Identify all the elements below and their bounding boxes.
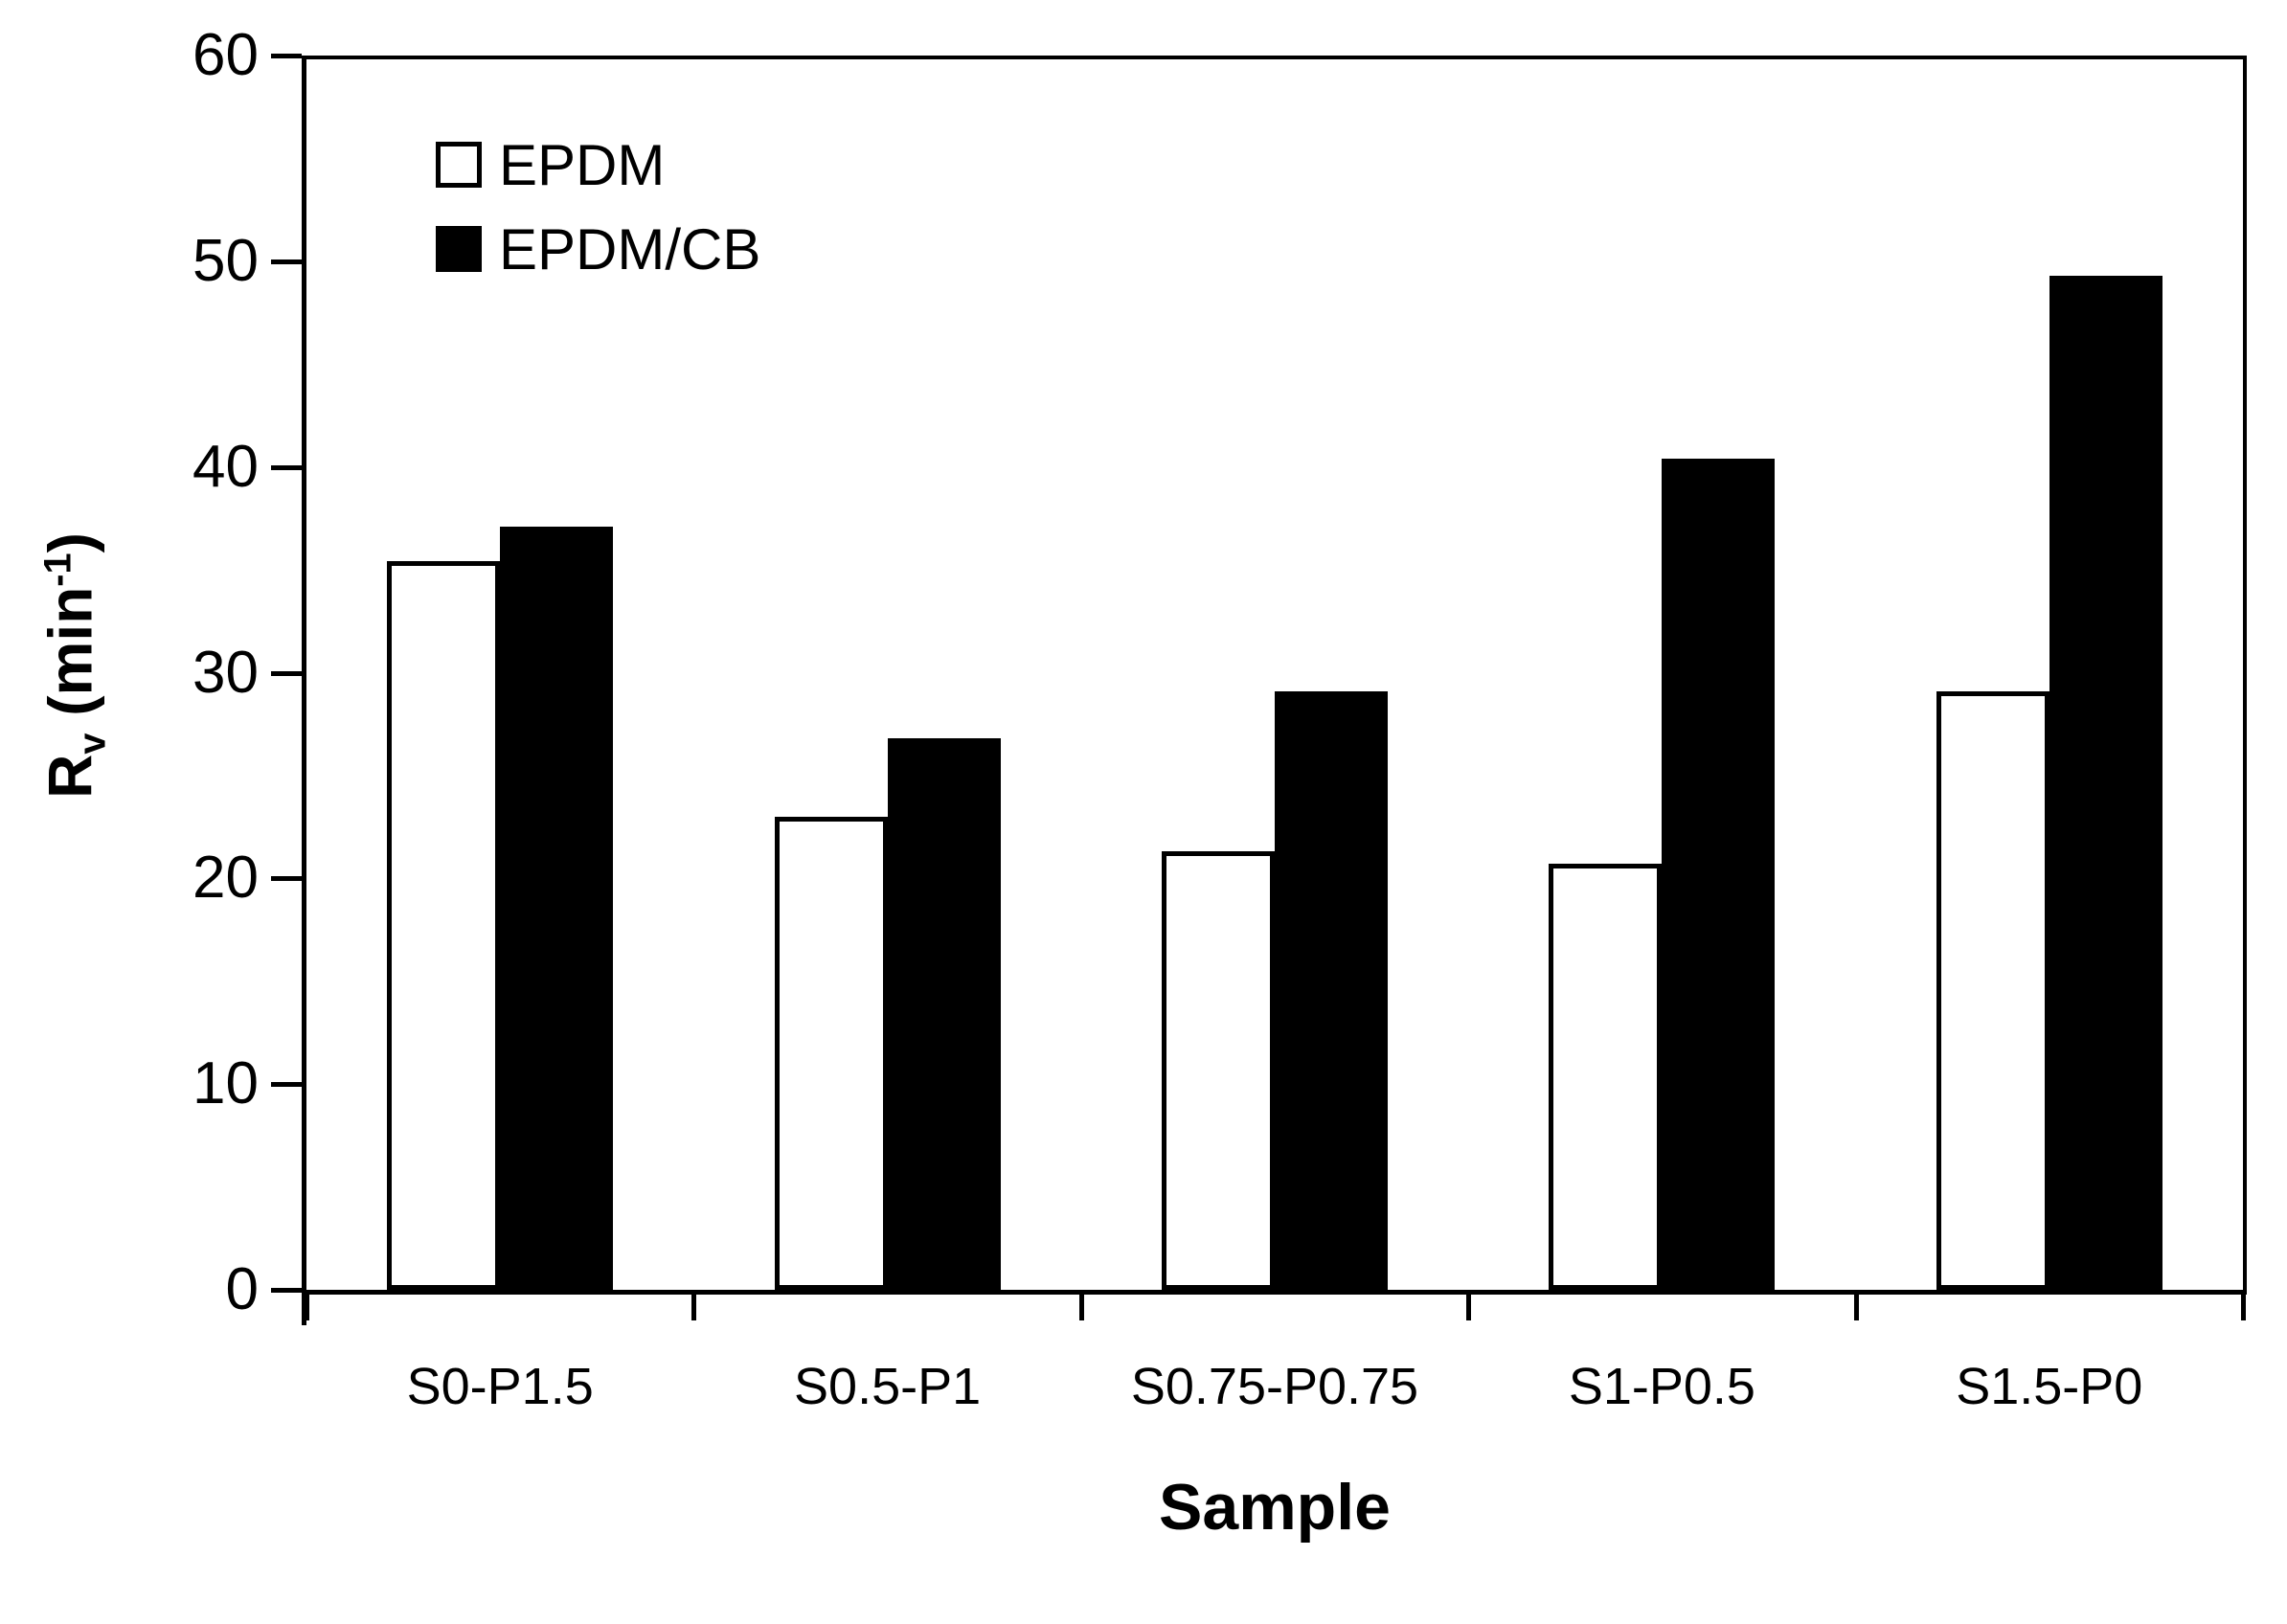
x-category-label: S0.5-P1: [794, 1358, 982, 1415]
x-category-label: S0-P1.5: [406, 1358, 594, 1415]
bar-epdm-s0-p1-5: [387, 561, 501, 1290]
y-axis-symbol-subscript: v: [71, 733, 114, 755]
y-tick-mark: [271, 1288, 302, 1293]
x-tick-mark: [1466, 1290, 1472, 1320]
bar-epdm-cb-s0-5-p1: [887, 738, 1001, 1290]
y-tick-label: 20: [192, 845, 259, 912]
bar-epdm-cb-s0-p1-5: [500, 527, 614, 1290]
x-tick-mark: [691, 1290, 697, 1320]
y-axis-symbol: R: [35, 754, 105, 799]
bar-epdm-s0-75-p0-75: [1162, 851, 1275, 1290]
x-tick-mark: [2241, 1290, 2246, 1320]
x-axis-title: Sample: [1159, 1471, 1391, 1544]
y-tick-mark: [271, 464, 302, 470]
legend-swatch-filled-icon: [436, 226, 482, 272]
legend-row: EPDM/CB: [436, 207, 760, 291]
bar-epdm-s0-5-p1: [774, 817, 888, 1290]
x-tick-mark: [305, 1290, 309, 1320]
legend-swatch-outlined-icon: [436, 142, 482, 188]
y-tick-mark: [271, 259, 302, 264]
legend: EPDM EPDM/CB: [436, 123, 760, 291]
x-axis-line: [302, 1290, 2247, 1295]
legend-label: EPDM: [499, 132, 666, 197]
y-tick-label: 40: [192, 433, 259, 500]
y-axis-unit-exponent: -1: [36, 553, 79, 587]
y-tick-mark: [271, 876, 302, 882]
x-tick-mark: [1853, 1290, 1859, 1320]
y-tick-label: 10: [192, 1050, 259, 1117]
bar-epdm-cb-s0-75-p0-75: [1275, 691, 1388, 1290]
plot-top-border: [302, 56, 2247, 59]
bar-epdm-cb-s1-p0-5: [1662, 459, 1776, 1290]
y-tick-label: 0: [225, 1256, 259, 1322]
y-tick-mark: [271, 670, 302, 676]
y-axis-line: [302, 56, 306, 1325]
y-axis-unit-close: ): [35, 532, 105, 553]
x-category-label: S1-P0.5: [1568, 1358, 1755, 1415]
y-tick-label: 50: [192, 227, 259, 294]
y-axis-unit-open: (min: [35, 586, 105, 733]
y-tick-mark: [271, 1082, 302, 1088]
legend-row: EPDM: [436, 123, 760, 207]
bar-epdm-s1-5-p0: [1936, 691, 2049, 1290]
x-tick-mark: [1078, 1290, 1084, 1320]
legend-label: EPDM/CB: [499, 216, 761, 282]
x-category-label: S0.75-P0.75: [1130, 1358, 1419, 1415]
bar-epdm-cb-s1-5-p0: [2049, 276, 2162, 1290]
x-category-label: S1.5-P0: [1956, 1358, 2143, 1415]
y-axis-title: Rv (min-1): [35, 532, 115, 799]
y-tick-label: 30: [192, 639, 259, 706]
bar-epdm-s1-p0-5: [1549, 864, 1663, 1290]
plot-right-border: [2243, 56, 2247, 1290]
y-tick-label: 60: [192, 22, 259, 88]
y-tick-mark: [271, 54, 302, 58]
